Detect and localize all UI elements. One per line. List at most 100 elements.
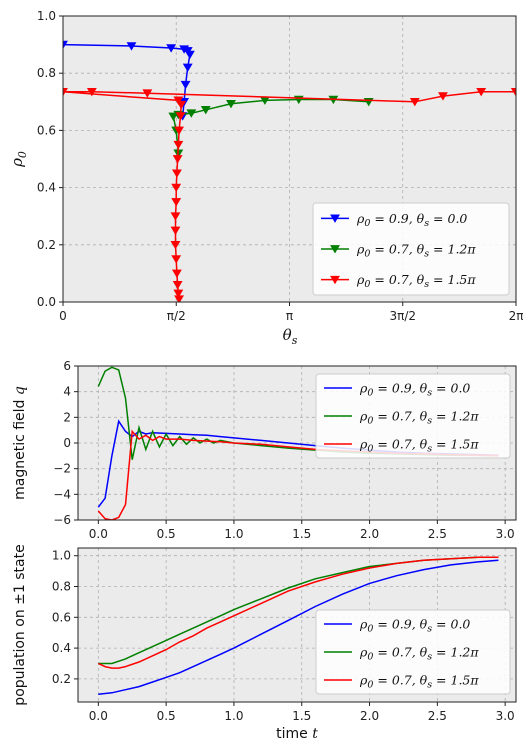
series-marker-3 [171,183,182,193]
y-axis-label: population on ±1 state [12,544,28,705]
legend-label: ρ0 = 0.7, θs = 1.5π [359,437,479,455]
series-marker-3 [171,269,182,278]
x-tick-label: 0.0 [89,709,108,723]
x-tick-label: 1.5 [292,709,311,723]
series-marker-2 [226,99,236,109]
x-tick-label: 1.0 [224,709,243,723]
x-tick-label: 3.0 [496,527,515,541]
x-tick-label: 2.5 [428,527,447,541]
series-line-1 [98,559,499,696]
series-marker-3 [170,226,181,236]
y-tick-label: −2 [53,462,71,476]
series-marker-3 [142,89,153,98]
x-tick-label: 2.5 [428,709,447,723]
series-marker-3 [173,289,184,298]
series-marker-3 [173,96,184,105]
y-tick-label: 4 [63,385,71,399]
y-tick-label: 0.0 [37,295,56,309]
legend-box [315,609,511,695]
series-marker-3 [171,169,182,178]
x-tick-label: 0.5 [157,709,176,723]
x-tick-label: π [286,309,293,323]
y-tick-label: 6 [63,359,71,373]
series-marker-3 [438,92,448,101]
legend-label: ρ0 = 0.9, θs = 0.0 [359,381,470,399]
legend-marker [330,214,340,223]
x-axis-label: θs [283,326,298,347]
x-axis-label: time t [276,726,318,742]
legend-box [315,373,511,459]
series-marker-3 [172,281,183,290]
chart-panel-2: 0.0 0.5 1.0 1.5 2.0 2.5 3.0 −6 −4 −2 0 2 4 6 magnetic … [12,359,517,541]
legend: ρ0 = 0.9, θs = 0.0 ρ0 = 0.7, θs = 1.2π ρ0 … [315,373,511,459]
series-marker-3 [409,97,420,107]
legend-label: ρ0 = 0.7, θs = 1.5π [359,673,479,691]
x-tick-label: 0.5 [157,527,176,541]
x-tick-label: 3.0 [496,709,515,723]
series-marker-3 [176,100,187,110]
series-marker-3 [172,155,183,164]
series-marker-3 [171,198,182,207]
y-axis-label: magnetic field q [12,386,28,500]
legend-marker [330,275,340,285]
legend-label: ρ0 = 0.7, θs = 1.2π [359,645,479,663]
legend-label: ρ0 = 0.9, θs = 0.0 [359,617,470,635]
y-tick-label: 0.6 [37,123,56,137]
series-marker-3 [170,212,181,221]
axes-frame [77,547,517,703]
legend-marker [330,245,340,254]
y-tick-label: 0.2 [37,238,56,252]
x-tick-label: 2π [509,309,523,323]
x-tick-label: 3π/2 [389,309,416,323]
x-tick-label: 1.5 [292,527,311,541]
series-marker-2 [168,112,179,121]
series-marker-3 [173,140,184,150]
x-tick-label: 1.0 [224,527,243,541]
y-axis-label: ρ0 [8,151,29,168]
series-marker-3 [86,87,97,97]
series-marker-1 [126,42,137,51]
series-marker-3 [170,240,181,250]
y-tick-label: 0.8 [52,580,71,594]
series-group [63,40,516,302]
y-tick-label: 0.8 [37,66,56,80]
series-marker-3 [175,112,186,121]
series-marker-3 [174,295,185,302]
x-tick-label: π/2 [167,309,186,323]
chart-panel-1: 0 π/2 π 3π/2 2π 0.0 0.2 0.4 0.6 0.8 1.0 θs ρ0 ρ0 = 0.… [8,9,523,347]
legend: ρ0 = 0.9, θs = 0.0 ρ0 = 0.7, θs = 1.2π ρ0 … [315,609,511,695]
y-tick-label: 0 [63,436,71,450]
series-marker-2 [186,109,197,118]
series-marker-3 [171,255,182,264]
legend-label: ρ0 = 0.7, θs = 1.5π [356,272,476,290]
series-marker-1 [63,40,68,50]
series-marker-3 [174,126,185,135]
y-tick-label: 2 [63,410,71,424]
legend: ρ0 = 0.9, θs = 0.0 ρ0 = 0.7, θs = 1.2π ρ0 … [312,202,510,296]
y-tick-label: 0.4 [52,641,71,655]
legend-label: ρ0 = 0.7, θs = 1.2π [359,409,479,427]
x-tick-label: 2.0 [360,709,379,723]
y-tick-label: 0.6 [52,610,71,624]
x-tick-label: 2.0 [360,527,379,541]
series-marker-3 [63,87,68,97]
series-marker-3 [476,87,487,97]
series-group [97,556,499,696]
series-line-3 [97,556,499,669]
legend-label: ρ0 = 0.9, θs = 0.0 [356,211,467,229]
legend-label: ρ0 = 0.7, θs = 1.2π [356,242,476,260]
legend-box [312,202,510,296]
series-marker-1 [166,44,177,53]
y-tick-label: −6 [53,513,71,527]
series-marker-1 [180,80,191,90]
y-tick-label: 1.0 [37,9,56,23]
x-tick-label: 0 [59,309,67,323]
y-tick-label: −4 [53,487,71,501]
series-marker-2 [200,105,211,115]
series-marker-1 [184,50,195,60]
y-tick-label: 0.2 [52,672,71,686]
y-tick-label: 0.4 [37,181,56,195]
y-tick-label: 1.0 [52,549,71,563]
chart-panel-3: 0.0 0.5 1.0 1.5 2.0 2.5 3.0 0.2 0.4 0.6 0.8 1.0 time… [12,544,517,742]
